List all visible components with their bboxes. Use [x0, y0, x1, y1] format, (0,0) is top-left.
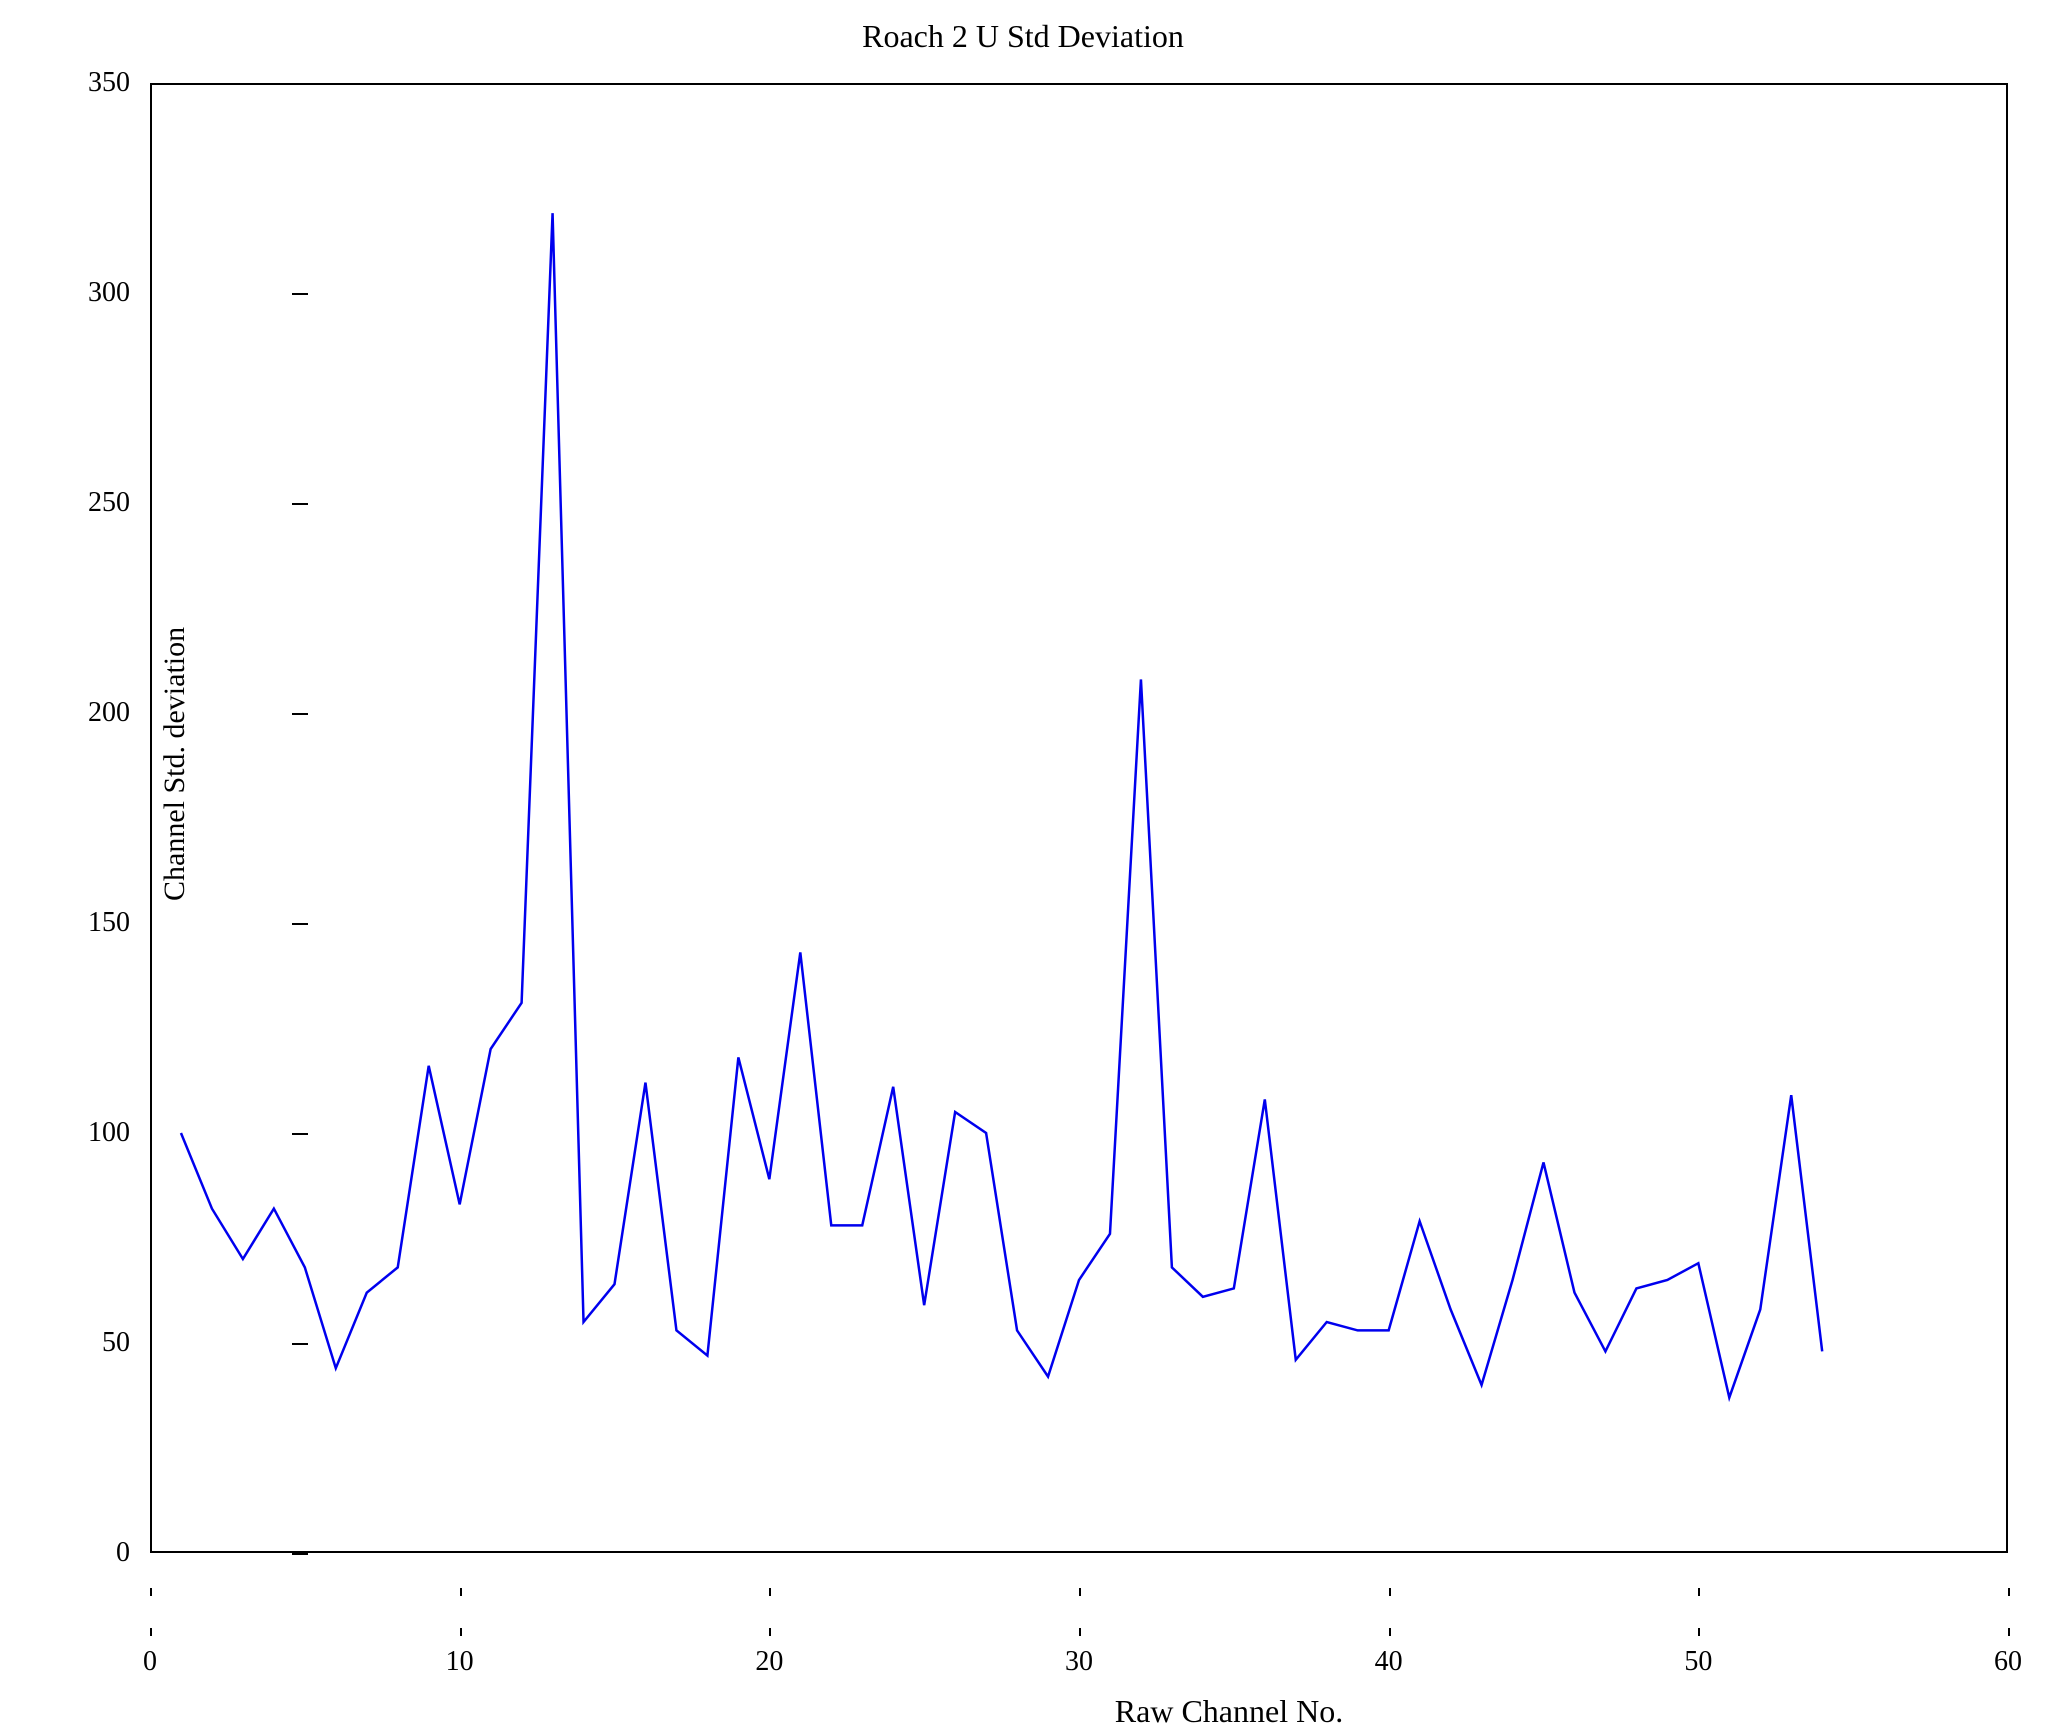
y-tick-label-250: 250: [30, 487, 130, 519]
x-tick-label-40: 40: [1359, 1646, 1419, 1678]
data-line-svg: [150, 83, 2008, 1553]
x-tick-mark-inner: [1389, 1588, 1391, 1596]
y-tick-mark: [292, 1553, 300, 1555]
plot-area: 0 50 100 150 200 250 300 350 0 10 20 30 40 50 60 Chan…: [150, 83, 2008, 1553]
y-axis-label: Channel Std. deviation: [158, 627, 192, 901]
chart-root: Roach 2 U Std Deviation 0 50 100 150 200 250 3…: [0, 0, 2046, 1671]
x-tick-mark: [460, 1628, 462, 1636]
y-tick-label-300: 300: [30, 277, 130, 309]
x-tick-label-20: 20: [739, 1646, 799, 1678]
y-tick-label-50: 50: [30, 1327, 130, 1359]
std-deviation-line[interactable]: [181, 213, 1822, 1397]
x-tick-mark: [1698, 1628, 1700, 1636]
x-axis-label: Raw Channel No.: [1115, 1693, 1343, 1730]
x-tick-label-10: 10: [430, 1646, 490, 1678]
x-tick-mark-inner: [1698, 1588, 1700, 1596]
x-tick-mark-inner: [460, 1588, 462, 1596]
x-tick-mark: [2008, 1628, 2010, 1636]
x-tick-label-50: 50: [1668, 1646, 1728, 1678]
x-tick-label-60: 60: [1978, 1646, 2038, 1678]
x-tick-label-30: 30: [1049, 1646, 1109, 1678]
y-tick-label-100: 100: [30, 1117, 130, 1149]
y-tick-label-150: 150: [30, 907, 130, 939]
x-tick-mark-inner: [150, 1588, 152, 1596]
x-tick-mark-inner: [2008, 1588, 2010, 1596]
x-tick-mark: [1389, 1628, 1391, 1636]
x-tick-mark-inner: [769, 1588, 771, 1596]
chart-title: Roach 2 U Std Deviation: [0, 18, 2046, 55]
y-tick-label-350: 350: [30, 67, 130, 99]
x-tick-mark-inner: [1079, 1588, 1081, 1596]
x-tick-mark: [1079, 1628, 1081, 1636]
x-tick-mark: [150, 1628, 152, 1636]
x-tick-label-0: 0: [120, 1646, 180, 1678]
y-tick-label-200: 200: [30, 697, 130, 729]
y-tick-mark-inner: [300, 1553, 308, 1555]
x-tick-mark: [769, 1628, 771, 1636]
y-tick-label-0: 0: [30, 1537, 130, 1569]
